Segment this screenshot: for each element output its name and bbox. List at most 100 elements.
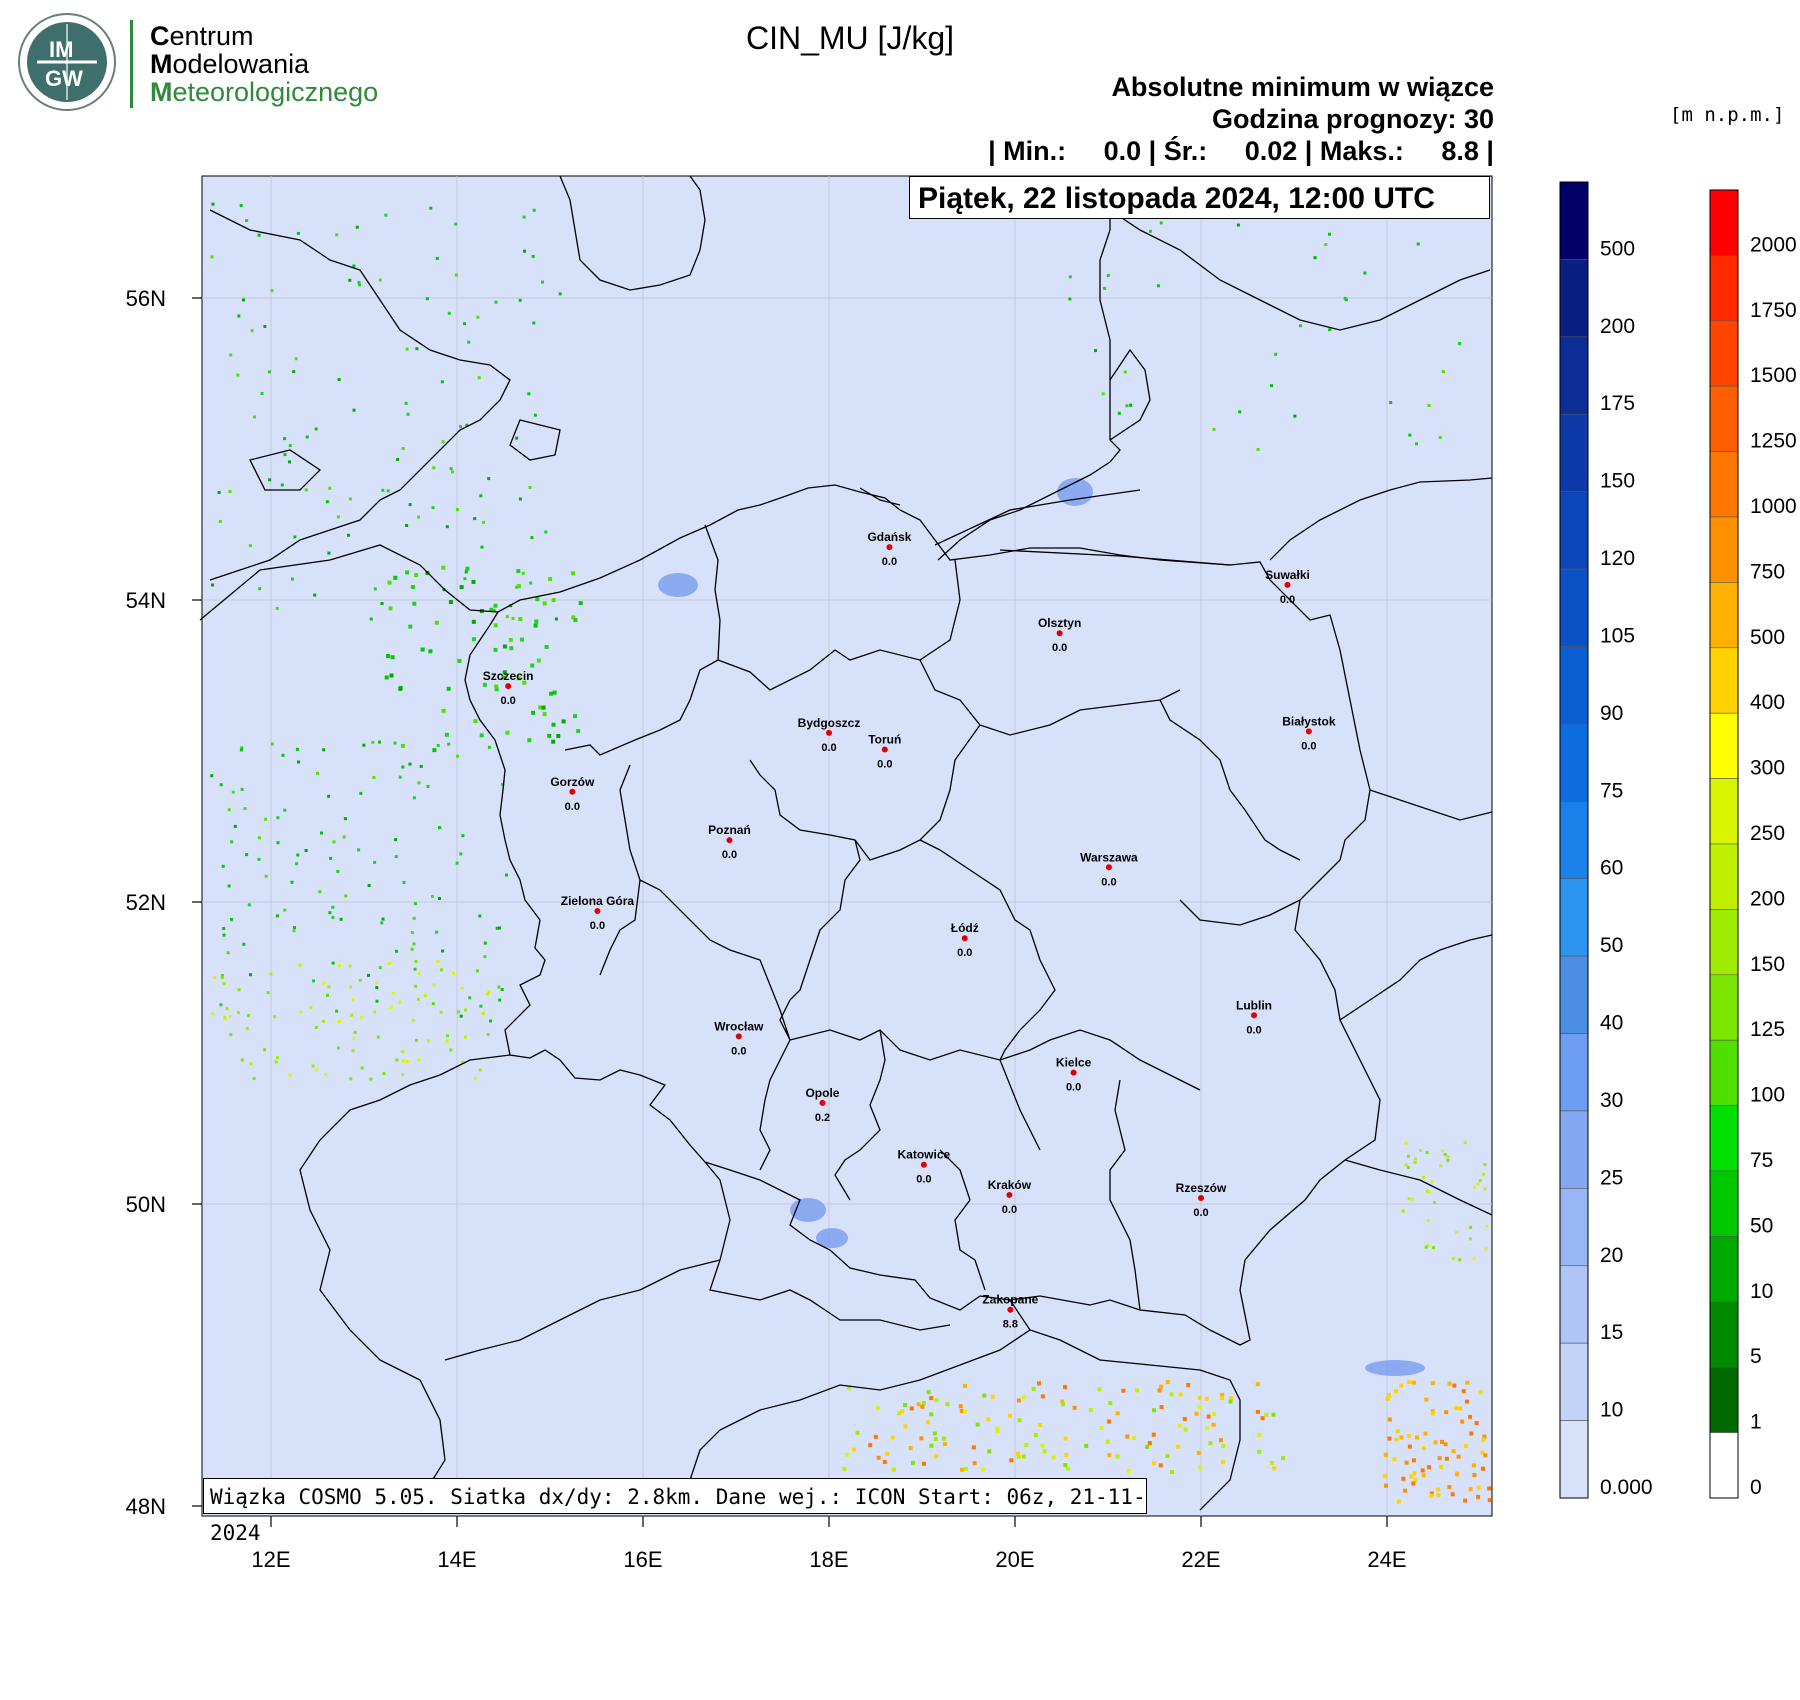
colorbar-segment bbox=[1559, 413, 1589, 492]
field-pixel bbox=[461, 1060, 465, 1064]
city-name: Suwałki bbox=[1265, 568, 1310, 582]
field-pixel bbox=[916, 1402, 921, 1407]
field-pixel bbox=[1438, 436, 1442, 439]
field-pixel bbox=[275, 914, 279, 918]
cin-blob bbox=[1057, 478, 1093, 506]
field-pixel bbox=[396, 457, 400, 461]
field-pixel bbox=[417, 781, 421, 785]
field-pixel bbox=[260, 392, 264, 395]
city-value: 0.0 bbox=[501, 695, 516, 707]
field-pixel bbox=[486, 1033, 490, 1036]
field-pixel bbox=[336, 515, 340, 519]
field-pixel bbox=[1151, 1432, 1156, 1437]
field-pixel bbox=[1094, 349, 1097, 353]
city-marker: Toruń 0.0 bbox=[868, 732, 901, 770]
field-pixel bbox=[352, 264, 356, 268]
city-dot bbox=[920, 1161, 927, 1168]
field-pixel bbox=[393, 575, 398, 580]
field-pixel bbox=[455, 861, 459, 865]
city-dot bbox=[1007, 1306, 1014, 1313]
field-pixel bbox=[327, 794, 331, 798]
field-pixel bbox=[1084, 1443, 1089, 1448]
field-pixel bbox=[220, 976, 224, 979]
field-pixel bbox=[405, 524, 409, 527]
field-pixel bbox=[1472, 1473, 1477, 1477]
field-pixel bbox=[528, 486, 532, 489]
field-pixel bbox=[476, 315, 480, 319]
field-pixel bbox=[1270, 384, 1274, 388]
city-value: 0.0 bbox=[1193, 1207, 1208, 1219]
field-pixel bbox=[318, 890, 322, 894]
field-pixel bbox=[1212, 427, 1216, 431]
field-pixel bbox=[465, 566, 470, 571]
field-pixel bbox=[1176, 1444, 1181, 1449]
colorbar-segment bbox=[1559, 955, 1589, 1034]
field-pixel bbox=[438, 826, 442, 829]
field-pixel bbox=[1211, 1422, 1216, 1427]
field-pixel bbox=[1272, 1466, 1277, 1471]
field-pixel bbox=[487, 990, 491, 994]
field-pixel bbox=[487, 745, 491, 749]
field-pixel bbox=[483, 941, 487, 945]
field-pixel bbox=[449, 1048, 453, 1052]
field-pixel bbox=[410, 947, 414, 951]
field-pixel bbox=[326, 993, 329, 997]
field-pixel bbox=[551, 739, 556, 744]
field-pixel bbox=[309, 1006, 313, 1010]
field-pixel bbox=[451, 470, 454, 474]
field-pixel bbox=[502, 670, 507, 675]
field-pixel bbox=[1343, 296, 1347, 300]
field-pixel bbox=[217, 491, 221, 494]
field-pixel bbox=[1206, 1414, 1211, 1419]
field-pixel bbox=[398, 686, 403, 691]
field-pixel bbox=[416, 997, 420, 1001]
field-pixel bbox=[283, 808, 287, 812]
field-pixel bbox=[304, 488, 308, 492]
field-pixel bbox=[1394, 1437, 1399, 1442]
field-pixel bbox=[1384, 1483, 1388, 1488]
field-pixel bbox=[1464, 1399, 1469, 1404]
field-pixel bbox=[211, 583, 214, 587]
field-pixel bbox=[483, 955, 487, 959]
field-pixel bbox=[410, 585, 415, 589]
field-pixel bbox=[1159, 1405, 1164, 1409]
field-pixel bbox=[295, 747, 299, 751]
map-grid bbox=[202, 176, 1492, 1516]
field-pixel bbox=[1063, 1463, 1068, 1467]
field-pixel bbox=[1159, 1384, 1164, 1389]
field-pixel bbox=[1450, 1492, 1455, 1497]
field-pixel bbox=[432, 748, 437, 753]
field-pixel bbox=[225, 1007, 229, 1011]
field-pixel bbox=[932, 1431, 937, 1436]
field-pixel bbox=[1236, 223, 1240, 227]
field-pixel bbox=[1016, 1398, 1021, 1403]
field-pixel bbox=[293, 535, 297, 539]
logo-name: Centrum Modelowania Meteorologicznego bbox=[150, 21, 379, 107]
field-pixel bbox=[1197, 1396, 1202, 1401]
colorbars: 500200175150120105907560504030252015100.… bbox=[1559, 181, 1797, 1499]
lat-label: 56N bbox=[126, 286, 166, 311]
field-pixel bbox=[963, 1409, 967, 1414]
field-pixel bbox=[343, 817, 347, 821]
field-pixel bbox=[394, 855, 398, 859]
colorbar-label: 0.000 bbox=[1600, 1476, 1653, 1499]
field-pixel bbox=[1426, 1244, 1430, 1248]
field-pixel bbox=[921, 1401, 926, 1405]
lon-label: 16E bbox=[623, 1547, 662, 1572]
field-pixel bbox=[314, 427, 318, 431]
field-pixel bbox=[911, 1460, 915, 1465]
field-pixel bbox=[538, 705, 543, 710]
colorbar-segment bbox=[1559, 723, 1589, 802]
field-pixel bbox=[452, 971, 455, 975]
field-pixel bbox=[477, 376, 481, 380]
cin-blob bbox=[816, 1228, 848, 1248]
field-pixel bbox=[467, 340, 471, 344]
colorbar-segment bbox=[1709, 974, 1739, 1041]
field-pixel bbox=[240, 787, 244, 791]
colorbar-segment bbox=[1559, 1110, 1589, 1189]
city-dot bbox=[1105, 864, 1112, 871]
field-pixel bbox=[412, 796, 416, 800]
colorbar-segment bbox=[1709, 451, 1739, 518]
field-pixel bbox=[959, 1409, 964, 1413]
field-pixel bbox=[395, 949, 398, 953]
